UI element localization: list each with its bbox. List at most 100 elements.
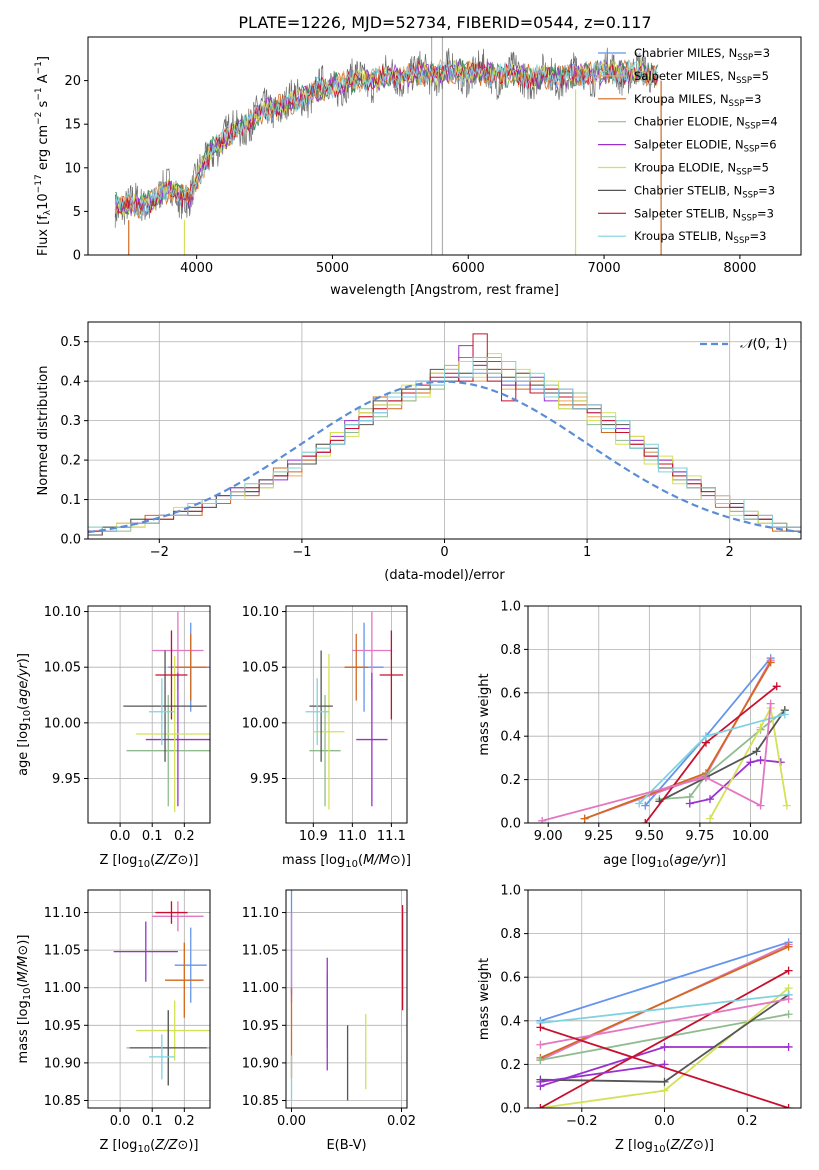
axes-frame (87, 321, 802, 540)
weight-marker (772, 682, 781, 691)
y-tick-label: 10.85 (44, 1094, 81, 1109)
y-tick-label: 5 (73, 205, 81, 220)
plot-area (538, 654, 791, 823)
weight-marker (536, 1056, 545, 1065)
weight-marker (784, 1042, 793, 1051)
weight-marker (746, 758, 755, 767)
legend-entry: Kroupa STELIB, NSSP=3 (634, 229, 766, 246)
x-tick-label: 0.2 (174, 829, 195, 844)
axes-frame (285, 605, 408, 824)
y-tick-label: 0.0 (60, 533, 81, 548)
plot-area (305, 611, 404, 810)
figure-title: PLATE=1226, MJD=52734, FIBERID=0544, z=0… (238, 13, 651, 32)
y-axis-label: mass weight (477, 673, 492, 755)
y-tick-label: 10.90 (242, 1056, 279, 1071)
x-tick-label: 0.0 (654, 1114, 675, 1129)
x-tick-label: −0.2 (566, 1114, 598, 1129)
y-tick-label: 11.05 (44, 944, 81, 959)
weight-marker (641, 819, 650, 823)
weight-marker (752, 747, 761, 756)
x-tick-label: 0.00 (277, 1114, 306, 1129)
weight-marker (685, 799, 694, 808)
x-tick-label: 9.00 (534, 829, 563, 844)
weight-marker (538, 816, 547, 823)
y-tick-label: 10.10 (242, 605, 279, 620)
weight-marker (536, 1023, 545, 1032)
legend-entry: Kroupa ELODIE, NSSP=5 (634, 161, 769, 178)
x-tick-label: 11.0 (338, 829, 367, 844)
x-axis-label: E(B-V) (326, 1138, 366, 1153)
weight-marker (660, 1077, 669, 1086)
y-tick-label: 0.4 (500, 730, 521, 745)
weight-marker (701, 732, 710, 741)
y-axis-label: Flux [fλ10−17 erg cm−2 s−1 A−1] (34, 56, 53, 256)
x-tick-label: −1 (292, 545, 311, 560)
y-tick-label: 20 (64, 74, 81, 89)
y-tick-label: 10.00 (44, 716, 81, 731)
y-axis-label: age [log10(age/yr)] (16, 653, 33, 776)
y-tick-label: 0.6 (500, 686, 521, 701)
y-tick-label: 0.4 (60, 375, 81, 390)
y-tick-label: 0.0 (500, 1102, 521, 1117)
weight-line-5 (689, 759, 781, 805)
x-tick-label: 0.0 (110, 1114, 131, 1129)
x-axis-label: age [log10(age/yr)] (603, 853, 726, 870)
chart-mass-vs-EBV: 0.00 0.02 10.85 10.90 10.95 11.00 11.05 11.10 E(… (242, 889, 416, 1153)
y-tick-label: 0.3 (60, 414, 81, 429)
x-tick-label: 0 (440, 545, 448, 560)
y-tick-label: 0.2 (60, 454, 81, 469)
y-tick-label: 1.0 (500, 884, 521, 899)
x-axis-label: Z [log10(Z/Z⊙)] (100, 1138, 199, 1155)
x-tick-label: 1 (583, 545, 591, 560)
axes-frame (285, 889, 408, 1109)
axes-frame (527, 889, 802, 1109)
weight-marker (536, 1104, 545, 1108)
weight-line-3 (540, 945, 789, 1059)
y-tick-label: 0.4 (500, 1014, 521, 1029)
legend-entry: Chabrier STELIB, NSSP=3 (634, 183, 775, 200)
legend-entry: 𝒩(0, 1) (740, 337, 787, 352)
y-tick-label: 0.2 (500, 773, 521, 788)
x-axis-label: wavelength [Angstrom, rest frame] (330, 283, 559, 298)
x-axis-label: Z [log10(Z/Z⊙)] (615, 1138, 714, 1155)
weight-line-3 (584, 661, 772, 820)
x-tick-label: 10.9 (299, 829, 328, 844)
spectrum-series-8 (114, 59, 659, 217)
weight-marker (660, 1042, 669, 1051)
x-tick-label: 7000 (588, 261, 621, 276)
weight-marker (536, 1040, 545, 1049)
y-tick-label: 15 (64, 118, 81, 133)
chart-mass-vs-Z: 0.0 0.1 0.2 10.85 10.90 10.95 11.00 11.05 11.10 Z… (16, 889, 211, 1155)
weight-marker (784, 966, 793, 975)
weight-marker (784, 995, 793, 1003)
legend-entry: Chabrier MILES, NSSP=3 (634, 46, 770, 63)
chart-massweight-vs-age: 9.00 9.25 9.50 9.75 10.00 0.0 0.2 0.4 0.6 0.8 1.0 a… (477, 600, 802, 870)
x-tick-label: 0.1 (142, 829, 163, 844)
y-axis-label: Normed distribution (36, 366, 51, 496)
y-tick-label: 10 (64, 161, 81, 176)
weight-marker (782, 801, 791, 810)
axes-frame (87, 889, 211, 1109)
y-tick-label: 10.85 (242, 1094, 279, 1109)
x-tick-label: 9.75 (685, 829, 714, 844)
x-tick-label: 9.50 (635, 829, 664, 844)
weight-line-10 (540, 998, 789, 1046)
weight-line-6 (709, 705, 788, 820)
weight-marker (756, 756, 765, 765)
spectrum-legend: Chabrier MILES, NSSP=3 Salpeter MILES, NS… (598, 46, 778, 246)
x-tick-label: 10.00 (732, 829, 769, 844)
y-tick-label: 10.95 (242, 1019, 279, 1034)
y-tick-label: 0.2 (500, 1058, 521, 1073)
chart-age-vs-Z: 0.0 0.1 0.2 9.95 10.00 10.05 10.10 Z [log10(Z/Z… (16, 605, 211, 870)
y-tick-label: 11.10 (242, 906, 279, 921)
y-tick-label: 9.95 (52, 772, 81, 787)
weight-marker (580, 814, 589, 823)
x-tick-label: 0.02 (387, 1114, 416, 1129)
y-tick-label: 10.90 (44, 1056, 81, 1071)
spectrum-series-4 (115, 59, 658, 216)
legend-entry: Salpeter MILES, NSSP=5 (634, 69, 769, 86)
plot-area (290, 890, 404, 1101)
weight-marker (706, 795, 714, 804)
weight-line-1 (644, 657, 772, 807)
chart-residuals: −2 −1 0 1 2 0.0 0.1 0.2 0.3 0.4 0.5 𝒩(0, 1) (data-mo… (36, 321, 802, 583)
